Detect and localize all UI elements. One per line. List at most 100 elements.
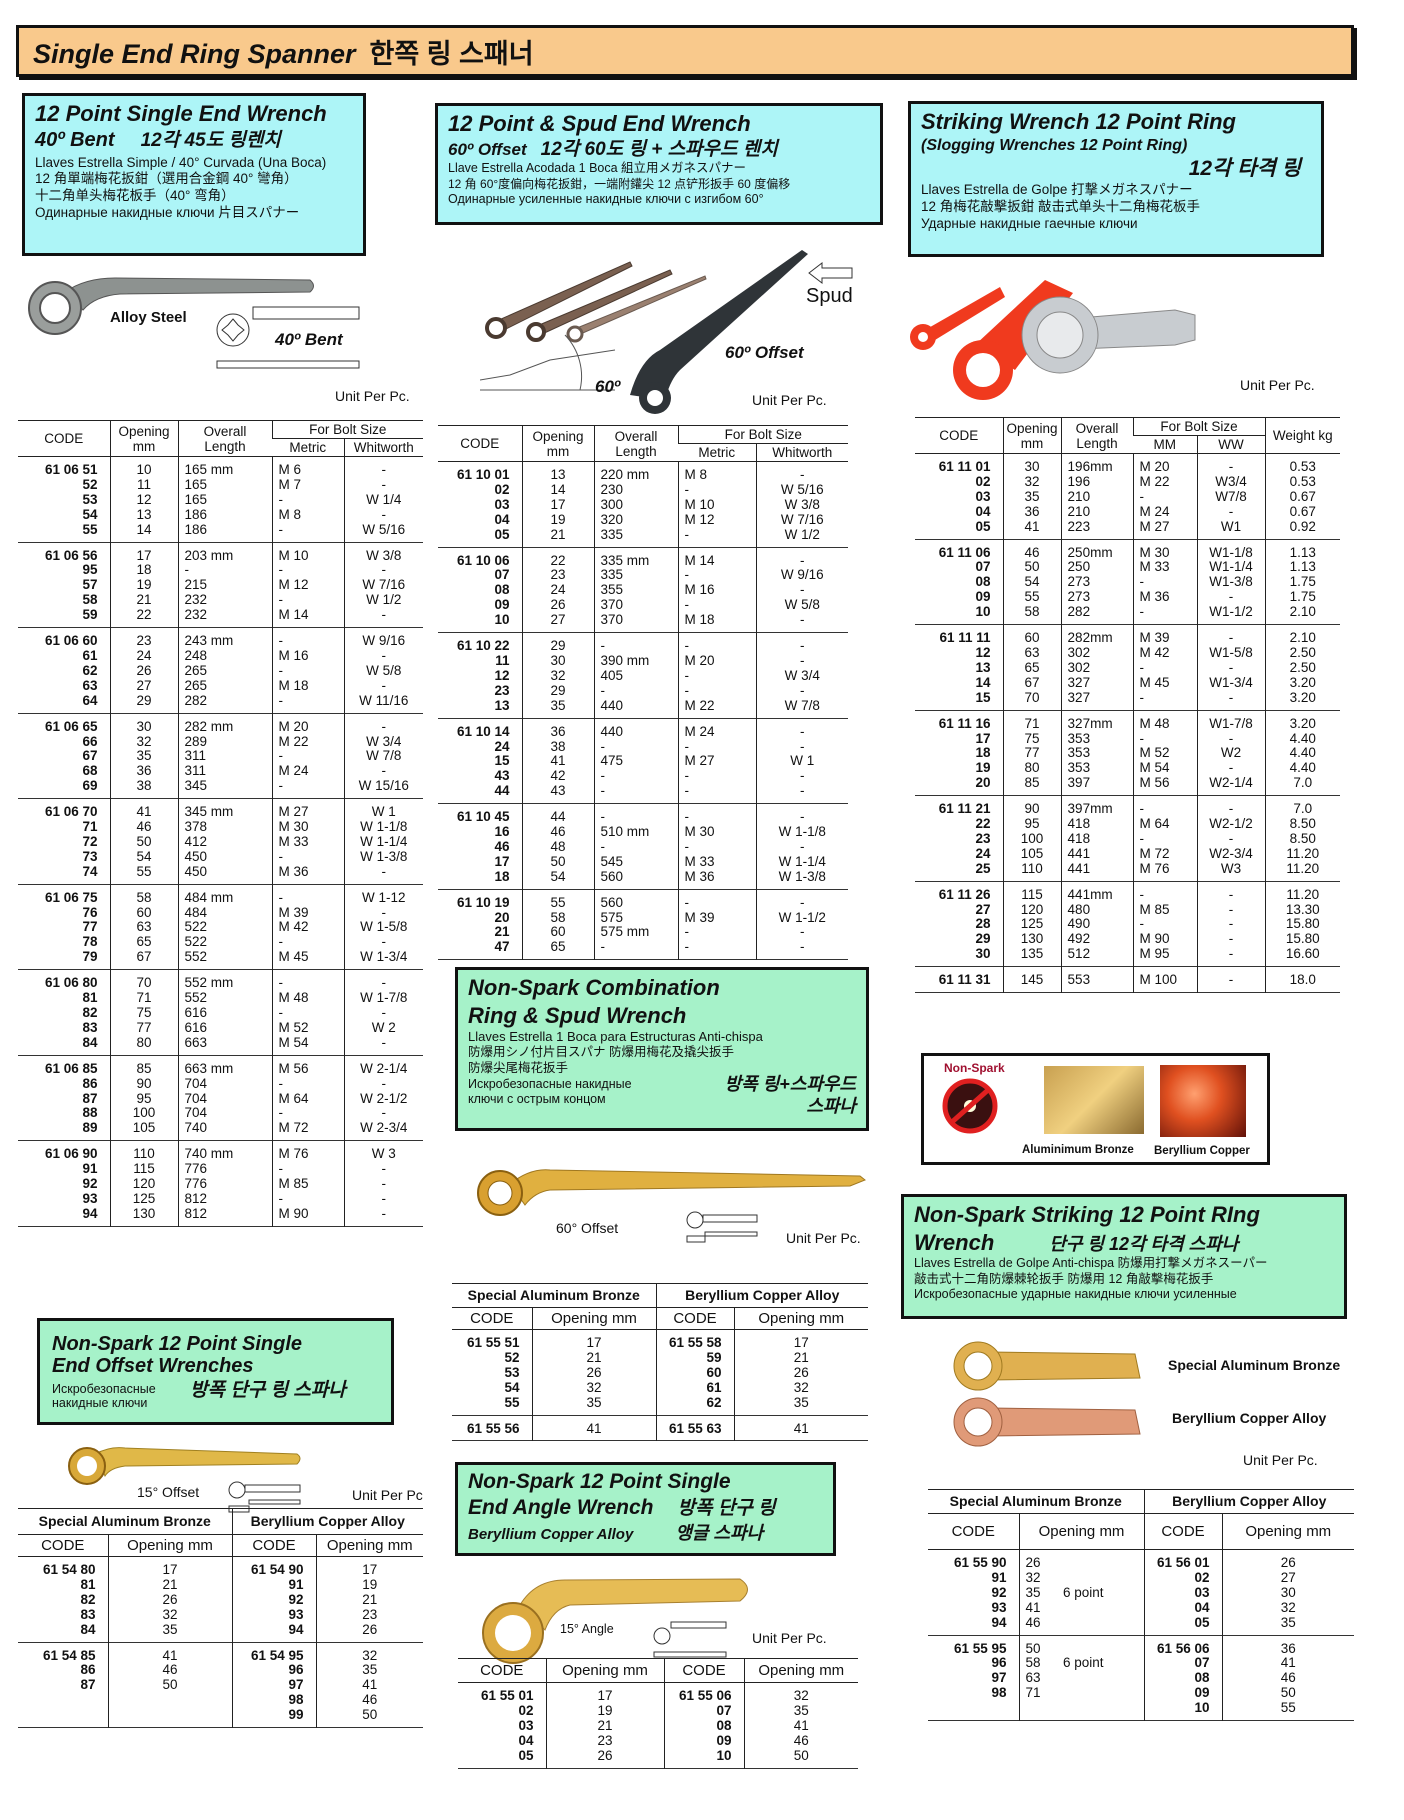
table-cell: 67 — [1002, 675, 1062, 691]
table-cell — [1057, 1686, 1144, 1701]
table-cell: 97 — [231, 1677, 316, 1694]
table-cell: 0.67 — [1264, 489, 1340, 505]
table-cell: W 1-3/4 — [343, 949, 423, 970]
table-cell: M 30 — [271, 819, 344, 835]
table-cell: M 52 — [271, 1020, 344, 1036]
table-cell: - — [755, 839, 848, 855]
table-row: 12 63 302 M 42 W1-5/8 2.50 — [915, 645, 1340, 661]
table-cell: - — [1132, 489, 1198, 505]
non-spark-label: Non-Spark — [944, 1061, 1005, 1075]
col-opening: Opening mm — [1002, 417, 1062, 454]
table-cell: - — [755, 683, 848, 699]
table-row: 61 55 56 41 61 55 63 41 — [452, 1415, 868, 1441]
table-cell: 03 — [518, 1717, 534, 1733]
table-cell: - — [1196, 966, 1266, 993]
table-cell: 63 — [82, 677, 98, 693]
table-cell: 441mm — [1060, 881, 1134, 903]
col-ww: WW — [1196, 435, 1266, 454]
table-cell: 740 — [177, 1120, 272, 1141]
table-cell: - — [1132, 917, 1198, 933]
table-cell: 02 — [518, 1702, 534, 1718]
table-cell: 59 — [82, 607, 98, 623]
table-cell: 58 — [1018, 1656, 1057, 1672]
row-group: 61 06 51 10 165 mm M 6-52 11 165 M 7-53 12 165- W… — [18, 456, 423, 543]
table-cell: 282mm — [1060, 624, 1134, 646]
table-cell: 26 — [733, 1365, 868, 1381]
table-cell: 46 — [315, 1692, 423, 1709]
table-cell: W 7/16 — [755, 512, 848, 528]
table-row: 61 11 21 90 397mm - -7.0 — [915, 795, 1340, 818]
table-cell: 16 — [494, 824, 510, 840]
table-cell: 100 — [109, 1106, 178, 1122]
table-cell: 3.20 — [1264, 690, 1340, 711]
table-cell: 26 — [545, 1748, 664, 1769]
table-cell: 289 — [177, 734, 272, 750]
table-cell: 21 — [545, 1718, 664, 1734]
table-cell: 61 06 80 — [44, 975, 98, 991]
table-row: 27 120 480 M 85-13.30 — [915, 902, 1340, 918]
table-cell: M 24 — [1132, 504, 1198, 520]
table-cell: 54 — [1002, 574, 1062, 591]
table-cell: 490 — [1060, 917, 1134, 933]
table-cell: 74 — [82, 863, 98, 879]
table-cell: M 16 — [677, 582, 756, 599]
table-cell: M 36 — [271, 864, 344, 885]
table-row: 05 41 223 M 27 W1 0.92 — [915, 519, 1340, 540]
table-cell: 92 — [82, 1176, 98, 1192]
table-cell: W 3/8 — [755, 497, 848, 513]
table-row: 55 35 62 35 — [452, 1395, 868, 1416]
table-cell: 4.40 — [1264, 760, 1340, 777]
table-cell: 62 — [82, 662, 98, 678]
table-cell: M 8 — [271, 507, 344, 523]
table-cell: 50 — [315, 1707, 423, 1728]
table-cell: 93 — [231, 1607, 316, 1623]
table-row: 20 85 397 M 56 W2-1/4 7.0 — [915, 775, 1340, 796]
table-cell: - — [271, 1076, 344, 1092]
table-cell: 370 — [593, 597, 678, 614]
col-bolt-size: For Bolt Size — [271, 420, 423, 439]
table-cell: 61 56 01 — [1143, 1549, 1222, 1571]
table-cell: 2.10 — [1264, 624, 1340, 646]
desc-line: накидные ключи — [52, 1395, 148, 1410]
table-cell: M 10 — [677, 497, 756, 513]
table-row: 61 55 95 50 61 56 06 36 — [928, 1635, 1354, 1657]
section-title-ko: 12각 타격 링 — [1188, 156, 1301, 180]
table-cell: 82 — [82, 1005, 98, 1020]
non-spark-offset-wrench-image — [68, 1447, 301, 1485]
table-cell: 335 mm — [593, 547, 678, 569]
table-row: 61 54 85 41 61 54 95 32 — [18, 1642, 423, 1664]
table-cell: 07 — [1143, 1656, 1222, 1672]
table-cell: W2-1/2 — [1196, 816, 1266, 832]
row-group: 61 11 01 30 196mm M 20-0.53 02 32 196 M 22 W3/4 0… — [915, 453, 1340, 540]
table-row: 09 55 273 M 36-1.75 — [915, 589, 1340, 606]
table-cell: 55 — [521, 889, 594, 911]
table-cell: 23 — [975, 830, 991, 846]
offset-label: 60º Offset — [725, 343, 804, 362]
table-cell: 552 — [177, 949, 272, 970]
table-cell: - — [1132, 831, 1198, 847]
table-cell: 18.0 — [1264, 966, 1340, 993]
table-cell: 27 — [521, 612, 594, 633]
col-opening: Opening mm — [1018, 1513, 1144, 1550]
col-code: CODE — [18, 420, 110, 457]
table-cell — [18, 1693, 108, 1708]
table-cell: 80 — [1002, 760, 1062, 777]
table-cell: 26 — [1018, 1549, 1057, 1571]
table-row: 95 18- - - — [18, 563, 423, 579]
section-title-ko: 방폭 링+스파우드 스파나 — [725, 1074, 856, 1117]
table-cell: W 15/16 — [343, 778, 423, 799]
table-cell: 61 55 56 — [466, 1420, 520, 1436]
table-cell: 88 — [82, 1105, 98, 1121]
table-cell: W 5/16 — [755, 482, 848, 498]
bent-diagram-icon — [216, 306, 360, 369]
table-cell: 450 — [177, 849, 272, 865]
table-cell: 17 — [107, 1556, 232, 1578]
table-cell — [1057, 1601, 1144, 1616]
table-cell: 30 — [1002, 453, 1062, 475]
desc-line: 12 角梅花敲擊扳鉗 敲击式单头十二角梅花板手 — [921, 198, 1201, 214]
table-row: 52 11 165 M 7- — [18, 477, 423, 493]
table-cell: M 14 — [677, 547, 756, 569]
table-cell: M 30 — [677, 824, 756, 840]
table-cell: - — [593, 939, 678, 960]
section-subtitle: (Slogging Wrenches 12 Point Ring) — [921, 136, 1188, 154]
